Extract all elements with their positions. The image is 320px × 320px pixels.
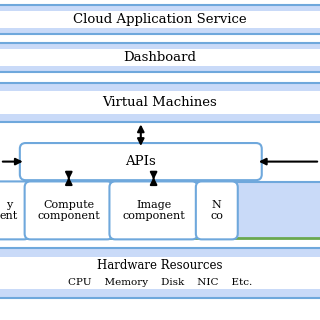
Text: Dashboard: Dashboard — [124, 51, 196, 64]
Text: Cloud Application Service: Cloud Application Service — [73, 13, 247, 26]
Bar — [0, 28, 320, 34]
FancyBboxPatch shape — [0, 181, 30, 239]
Text: CPU    Memory    Disk    NIC    Etc.: CPU Memory Disk NIC Etc. — [68, 278, 252, 287]
Bar — [0, 114, 320, 122]
Bar — [0, 43, 320, 49]
Bar — [0, 248, 320, 298]
Text: N
co: N co — [210, 200, 223, 221]
Text: APIs: APIs — [125, 155, 156, 168]
Bar — [0, 289, 320, 298]
Bar — [0, 66, 320, 72]
Bar — [0, 5, 320, 11]
Text: Hardware Resources: Hardware Resources — [97, 259, 223, 272]
FancyBboxPatch shape — [109, 181, 198, 239]
FancyBboxPatch shape — [20, 143, 262, 180]
Bar — [0, 43, 320, 72]
Text: Virtual Machines: Virtual Machines — [103, 96, 217, 109]
Bar — [0, 83, 320, 122]
Text: Image
component: Image component — [122, 200, 185, 221]
FancyBboxPatch shape — [196, 181, 238, 239]
Text: Compute
component: Compute component — [37, 200, 100, 221]
FancyBboxPatch shape — [25, 181, 113, 239]
Bar — [0, 182, 320, 238]
Bar — [0, 248, 320, 257]
Bar — [0, 5, 320, 34]
Bar — [0, 83, 320, 91]
Text: y
ent: y ent — [0, 200, 18, 221]
